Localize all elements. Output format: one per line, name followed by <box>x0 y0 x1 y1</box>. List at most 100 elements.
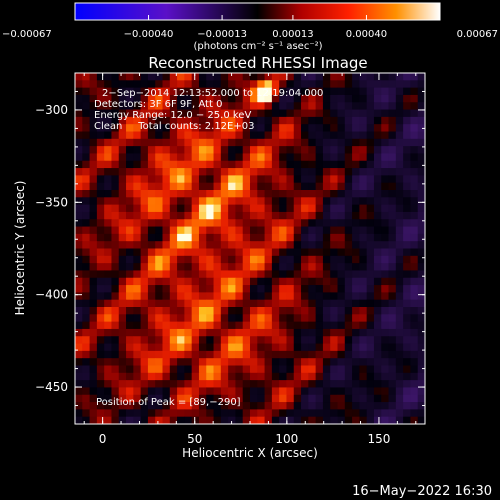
heatmap-cell <box>315 80 324 89</box>
heatmap-cell <box>337 387 346 396</box>
heatmap-cell <box>96 292 105 301</box>
heatmap-cell <box>228 211 236 220</box>
heatmap-cell <box>220 409 229 418</box>
heatmap-cell <box>344 233 353 242</box>
heatmap-cell <box>337 343 346 352</box>
heatmap-cell <box>417 380 426 388</box>
heatmap-cell <box>410 197 419 206</box>
heatmap-cell <box>388 358 397 366</box>
heatmap-cell <box>293 73 302 81</box>
heatmap-cell <box>322 109 331 118</box>
heatmap-cell <box>162 182 171 191</box>
heatmap-cell <box>213 146 222 154</box>
heatmap-cell <box>169 241 178 249</box>
heatmap-cell <box>198 314 207 323</box>
heatmap-cell <box>184 372 193 381</box>
heatmap-cell <box>301 80 309 89</box>
heatmap-cell <box>111 160 120 169</box>
heatmap-cell <box>271 182 280 191</box>
heatmap-cell <box>286 80 295 89</box>
heatmap-cell <box>410 270 419 279</box>
heatmap-cell <box>293 380 302 388</box>
heatmap-cell <box>213 131 222 140</box>
heatmap-cell <box>373 241 382 249</box>
heatmap-cell <box>96 270 105 279</box>
heatmap-cell <box>104 197 112 206</box>
heatmap-cell <box>104 336 112 344</box>
heatmap-cell <box>301 182 309 191</box>
heatmap-cell <box>388 87 397 96</box>
heatmap-cell <box>169 299 178 308</box>
heatmap-cell <box>388 321 397 330</box>
heatmap-cell <box>228 131 236 140</box>
heatmap-cell <box>206 372 214 381</box>
heatmap-cell <box>220 138 229 147</box>
heatmap-cell <box>366 343 375 352</box>
heatmap-cell <box>344 321 353 330</box>
heatmap-cell <box>104 153 112 162</box>
heatmap-cell <box>264 241 273 249</box>
heatmap-cell <box>264 80 273 89</box>
heatmap-cell <box>111 394 120 403</box>
heatmap-cell <box>191 204 200 213</box>
heatmap-cell <box>75 307 83 315</box>
heatmap-cell <box>155 109 163 118</box>
heatmap-cell <box>242 409 251 418</box>
heatmap-cell <box>395 102 404 110</box>
heatmap-cell <box>89 277 98 286</box>
heatmap-cell <box>89 416 98 425</box>
heatmap-cell <box>89 285 98 293</box>
heatmap-cell <box>147 263 156 271</box>
heatmap-cell <box>279 307 287 315</box>
heatmap-cell <box>242 263 251 271</box>
heatmap-cell <box>395 226 404 235</box>
heatmap-cell <box>155 372 163 381</box>
heatmap-cell <box>366 116 375 125</box>
heatmap-cell <box>177 358 185 366</box>
heatmap-cell <box>118 219 127 227</box>
heatmap-cell <box>133 358 142 366</box>
heatmap-cell <box>417 270 426 279</box>
heatmap-cell <box>228 138 236 147</box>
heatmap-cell <box>322 387 331 396</box>
heatmap-cell <box>366 226 375 235</box>
heatmap-cell <box>279 226 287 235</box>
heatmap-cell <box>308 248 317 257</box>
heatmap-cell <box>373 248 382 257</box>
heatmap-cell <box>410 204 419 213</box>
heatmap-cell <box>344 277 353 286</box>
heatmap-cell <box>403 402 411 410</box>
heatmap-cell <box>133 211 142 220</box>
heatmap-cell <box>126 116 134 125</box>
heatmap-cell <box>337 416 346 425</box>
y-tick-label: −300 <box>35 103 68 117</box>
heatmap-cell <box>220 299 229 308</box>
heatmap-cell <box>301 175 309 184</box>
heatmap-cell <box>395 299 404 308</box>
heatmap-cell <box>344 241 353 249</box>
heatmap-cell <box>330 73 338 81</box>
footer-date: 16−May−2022 16:30 <box>352 484 492 499</box>
heatmap-cell <box>75 233 83 242</box>
heatmap-cell <box>395 328 404 337</box>
heatmap-cell <box>206 124 214 132</box>
heatmap-cell <box>330 365 338 374</box>
heatmap-cell <box>366 182 375 191</box>
heatmap-cell <box>322 402 331 410</box>
heatmap-cell <box>381 168 389 176</box>
heatmap-cell <box>242 87 251 96</box>
heatmap-cell <box>213 336 222 344</box>
heatmap-cell <box>177 233 185 242</box>
heatmap-cell <box>417 299 426 308</box>
heatmap-cell <box>235 233 244 242</box>
heatmap-cell <box>395 219 404 227</box>
heatmap-cell <box>147 270 156 279</box>
heatmap-cell <box>279 153 287 162</box>
heatmap-cell <box>250 387 258 396</box>
heatmap-cell <box>410 402 419 410</box>
heatmap-cell <box>388 204 397 213</box>
heatmap-cell <box>250 168 258 176</box>
heatmap-cell <box>308 343 317 352</box>
heatmap-cell <box>75 131 83 140</box>
heatmap-cell <box>75 416 83 425</box>
